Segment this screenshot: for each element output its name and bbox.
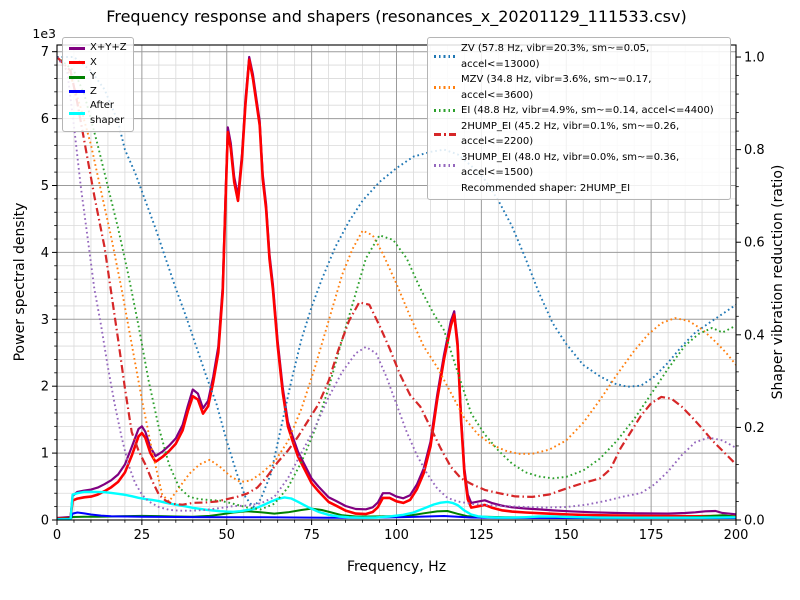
legend-item-xyz: X+Y+Z	[69, 41, 127, 56]
legend-item-x: X	[69, 56, 127, 71]
tick-label-y-left: 6	[41, 112, 49, 127]
2hump-ei-line-sample-icon	[434, 132, 456, 136]
y-axis-label-left: Power spectral density	[12, 202, 28, 362]
legend-psd: X+Y+Z X Y Z After shaper	[62, 37, 134, 132]
tick-label-x: 150	[554, 528, 579, 543]
x-axis-label: Frequency, Hz	[346, 559, 447, 575]
legend-shapers: ZV (57.8 Hz, vibr=20.3%, sm~=0.05, accel…	[427, 37, 731, 200]
tick-label-x: 75	[303, 528, 320, 543]
tick-label-x: 175	[639, 528, 664, 543]
legend-item-label: After shaper	[90, 100, 125, 126]
legend-item-label: 3HUMP_EI (48.0 Hz, vibr=0.0%, sm~=0.36, …	[461, 151, 680, 179]
tick-label-y-right: 1.0	[744, 51, 765, 66]
legend-item-mzv: MZV (34.8 Hz, vibr=3.6%, sm~=0.17, accel…	[434, 72, 724, 103]
tick-label-x: 125	[469, 528, 494, 543]
y-line-sample-icon	[69, 75, 85, 79]
legend-item-label: EI (48.8 Hz, vibr=4.9%, sm~=0.14, accel<…	[461, 105, 714, 116]
3hump-ei-line-sample-icon	[434, 163, 456, 167]
tick-label-y-left: 4	[41, 246, 49, 261]
tick-label-y-right: 0.6	[744, 236, 765, 251]
tick-label-y-right: 0.0	[744, 514, 765, 529]
tick-label-x: 50	[218, 528, 235, 543]
legend-item-y: Y	[69, 70, 127, 85]
tick-label-y-left: 5	[41, 179, 49, 194]
tick-label-x: 25	[134, 528, 151, 543]
y-axis-offset-label: 1e3	[32, 26, 56, 41]
legend-item-label: X+Y+Z	[90, 42, 127, 53]
legend-item-2hump-ei: 2HUMP_EI (45.2 Hz, vibr=0.1%, sm~=0.26, …	[434, 119, 724, 150]
legend-item-label: 2HUMP_EI (45.2 Hz, vibr=0.1%, sm~=0.26, …	[461, 120, 680, 148]
tick-label-x: 200	[724, 528, 749, 543]
zv-line-sample-icon	[434, 55, 456, 58]
tick-label-x: 100	[384, 528, 409, 543]
xyz-line-sample-icon	[69, 46, 85, 50]
z-line-sample-icon	[69, 90, 85, 94]
tick-label-y-left: 3	[41, 313, 49, 328]
y-axis-label-right: Shaper vibration reduction (ratio)	[770, 164, 786, 400]
legend-item-after-shaper: After shaper	[69, 99, 127, 128]
legend-item-zv: ZV (57.8 Hz, vibr=20.3%, sm~=0.05, accel…	[434, 41, 724, 72]
tick-label-y-left: 7	[41, 45, 49, 60]
x-line-sample-icon	[69, 61, 85, 65]
tick-label-y-left: 0	[41, 514, 49, 529]
legend-item-3hump-ei: 3HUMP_EI (48.0 Hz, vibr=0.0%, sm~=0.36, …	[434, 150, 724, 181]
legend-item-label: Z	[90, 85, 97, 97]
legend-item-label: ZV (57.8 Hz, vibr=20.3%, sm~=0.05, accel…	[461, 43, 650, 70]
chart-title: Frequency response and shapers (resonanc…	[106, 7, 687, 26]
series-x-y-z	[57, 55, 736, 520]
mzv-line-sample-icon	[434, 86, 456, 89]
legend-item-z: Z	[69, 85, 127, 100]
tick-label-x: 0	[53, 528, 61, 543]
legend-item-label: X	[90, 56, 97, 68]
tick-label-y-right: 0.2	[744, 421, 765, 436]
tick-label-y-left: 1	[41, 447, 49, 462]
series-ei	[57, 56, 736, 511]
tick-label-y-right: 0.8	[744, 143, 765, 158]
tick-label-y-left: 2	[41, 380, 49, 395]
legend-item-label: MZV (34.8 Hz, vibr=3.6%, sm~=0.17, accel…	[461, 74, 652, 101]
legend-item-label: Y	[90, 71, 97, 82]
series-2hump-ei	[57, 56, 736, 506]
recommended-shaper-note: Recommended shaper: 2HUMP_EI	[461, 182, 631, 194]
series-x	[57, 58, 736, 520]
after-shaper-line-sample-icon	[69, 112, 85, 115]
ei-line-sample-icon	[434, 109, 456, 113]
tick-label-y-right: 0.4	[744, 328, 765, 343]
series-mzv	[57, 56, 736, 503]
series-zv	[57, 56, 736, 508]
legend-item-ei: EI (48.8 Hz, vibr=4.9%, sm~=0.14, accel<…	[434, 103, 724, 119]
series-3hump-ei	[57, 56, 736, 512]
series-after-shaper	[57, 490, 736, 520]
